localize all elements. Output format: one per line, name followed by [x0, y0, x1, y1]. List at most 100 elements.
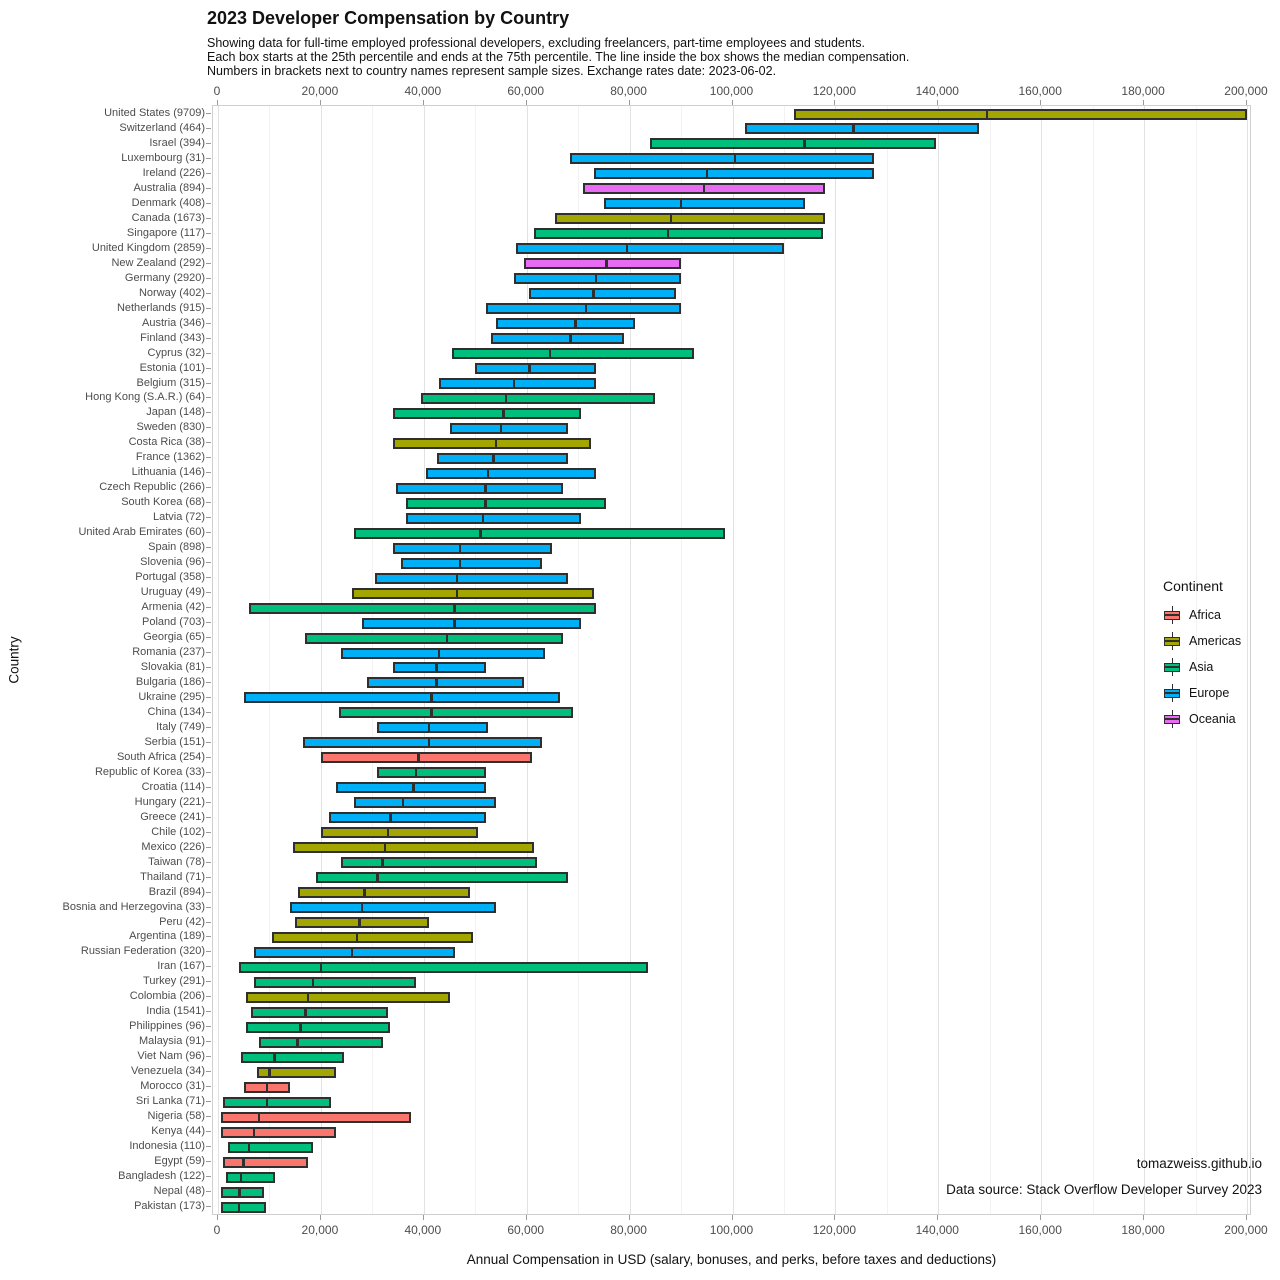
box-chile: [320, 827, 478, 839]
x-axis-title: Annual Compensation in USD (salary, bonu…: [466, 1252, 997, 1267]
chart-subtitle-line1: Showing data for full-time employed prof…: [207, 36, 865, 50]
box-portugal: [374, 572, 568, 584]
box-uruguay: [351, 587, 594, 599]
y-tick: [206, 637, 211, 639]
box-hong-kong-s-a-r-: [421, 392, 656, 404]
x-tick: [217, 1215, 218, 1220]
box-kenya: [220, 1126, 337, 1138]
y-tick: [206, 891, 211, 893]
y-tick: [206, 127, 211, 129]
country-label: Republic of Korea (33): [94, 765, 205, 778]
median-line: [265, 1096, 269, 1108]
y-tick: [206, 232, 211, 234]
x-tick: [1246, 1215, 1247, 1220]
x-tick: [319, 1215, 321, 1220]
median-line: [299, 1021, 302, 1033]
y-tick: [206, 157, 211, 159]
x-tick-label: 140,000: [915, 84, 959, 98]
x-tick: [937, 100, 939, 105]
box-sri-lanka: [223, 1096, 332, 1108]
y-tick: [206, 517, 211, 519]
y-tick: [206, 726, 211, 728]
attribution-site: tomazweiss.github.io: [1136, 1156, 1262, 1171]
x-tick: [525, 1215, 527, 1220]
country-label: Malaysia (91): [138, 1035, 205, 1048]
box-luxembourg: [570, 153, 874, 165]
x-tick-label: 40,000: [404, 84, 442, 98]
median-line: [486, 467, 490, 479]
y-tick: [206, 1116, 211, 1118]
country-label: Thailand (71): [140, 870, 205, 883]
x-tick-label: 160,000: [1018, 84, 1062, 98]
box-venezuela: [256, 1066, 337, 1078]
y-tick: [206, 756, 211, 758]
x-tick-label: 80,000: [610, 84, 647, 98]
box-austria: [495, 318, 635, 330]
median-line: [481, 512, 485, 524]
box-lithuania: [426, 467, 597, 479]
country-label: Argentina (189): [129, 930, 205, 943]
box-taiwan: [341, 857, 537, 869]
median-line: [494, 437, 498, 449]
gridline: [526, 106, 528, 1214]
gridline: [423, 106, 425, 1214]
y-tick: [206, 996, 211, 998]
y-tick: [206, 951, 211, 953]
median-line: [304, 1006, 307, 1018]
country-label: Chile (102): [151, 825, 205, 838]
country-label: Sweden (830): [136, 421, 206, 434]
chart-subtitle-line2: Each box starts at the 25th percentile a…: [207, 50, 910, 64]
box-slovakia: [392, 662, 486, 674]
median-line: [458, 542, 462, 554]
country-label: Canada (1673): [131, 211, 205, 224]
median-line: [458, 557, 462, 569]
median-line: [401, 797, 405, 809]
country-label: China (134): [147, 705, 205, 718]
median-line: [594, 273, 598, 285]
country-label: Russian Federation (320): [80, 945, 205, 958]
median-line: [574, 318, 577, 330]
gridline: [1092, 106, 1094, 1214]
legend-title: Continent: [1163, 578, 1223, 594]
median-line: [412, 782, 415, 794]
country-label: Switzerland (464): [119, 121, 205, 134]
box-nigeria: [220, 1111, 411, 1123]
y-tick: [206, 1026, 211, 1028]
median-line: [669, 213, 672, 225]
country-label: Nepal (48): [153, 1185, 205, 1198]
country-label: Israel (394): [149, 136, 205, 149]
gridline: [1144, 106, 1146, 1214]
x-tick-label: 100,000: [709, 1223, 754, 1237]
median-line: [363, 887, 366, 899]
y-tick: [206, 607, 211, 609]
box-egypt: [223, 1156, 309, 1168]
country-label: Philippines (96): [129, 1020, 205, 1033]
box-philippines: [246, 1021, 391, 1033]
y-tick: [206, 1191, 211, 1193]
country-label: Italy (749): [156, 720, 205, 733]
y-tick: [206, 277, 211, 279]
x-tick-label: 60,000: [507, 1223, 545, 1237]
box-norway: [529, 288, 676, 300]
y-tick: [206, 1056, 211, 1058]
y-tick: [206, 741, 211, 743]
median-line: [605, 258, 608, 270]
y-tick: [206, 577, 211, 579]
y-tick: [206, 1101, 211, 1103]
gridline: [578, 106, 580, 1214]
gridline: [269, 106, 271, 1214]
country-label: Viet Nam (96): [137, 1050, 205, 1063]
x-tick-label: 0: [213, 84, 221, 98]
y-tick: [206, 217, 211, 219]
median-line: [386, 827, 390, 839]
country-label: Colombia (206): [129, 990, 205, 1003]
y-tick: [206, 427, 211, 429]
gridline: [938, 106, 940, 1214]
chart-title: 2023 Developer Compensation by Country: [207, 8, 570, 28]
box-turkey: [254, 976, 417, 988]
legend-item-oceania: Oceania: [1163, 706, 1241, 732]
box-nepal: [220, 1186, 265, 1198]
median-line: [237, 1201, 241, 1213]
median-line: [381, 857, 384, 869]
